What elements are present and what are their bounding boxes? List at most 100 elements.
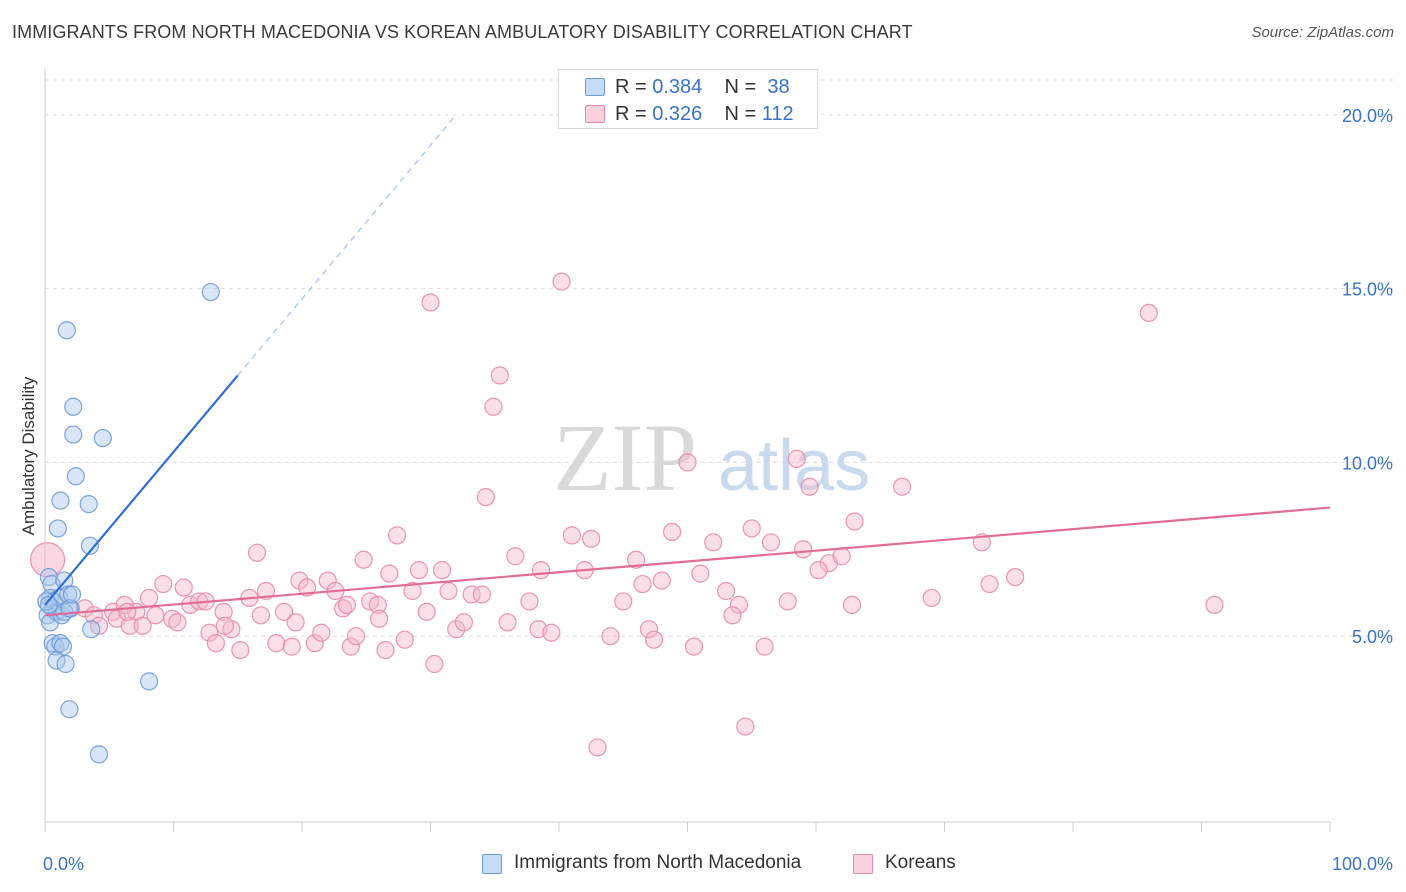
- tick-labels: 5.0% 10.0% 15.0% 20.0% 0.0% 100.0%: [43, 106, 1393, 874]
- korean-point-9: [133, 616, 152, 635]
- macedonia-trend-extension: [237, 114, 457, 376]
- korean-point-10: [139, 588, 159, 608]
- korean-point-24: [247, 543, 267, 562]
- korean-point-90: [800, 477, 819, 496]
- korean-point-31: [298, 578, 317, 597]
- korean-point-97: [980, 574, 999, 594]
- korean-point-94: [845, 512, 864, 531]
- korean-point-53: [454, 613, 474, 632]
- korean-point-20: [214, 602, 233, 621]
- macedonia-point-27: [51, 491, 70, 510]
- y-tick-label-0: 5.0%: [1352, 627, 1393, 647]
- korean-point-55: [421, 293, 440, 312]
- macedonia-point-35: [89, 745, 109, 764]
- korean-point-26: [256, 581, 276, 601]
- macedonia-point-31: [93, 428, 112, 448]
- y-tick-label-2: 15.0%: [1342, 280, 1393, 300]
- macedonia-point-25: [64, 425, 83, 444]
- macedonia-points: [37, 282, 220, 764]
- macedonia-point-11: [59, 585, 78, 604]
- korean-point-76: [662, 522, 682, 542]
- korean-point-51: [439, 581, 458, 601]
- bottom-swatch-macedonia: [482, 854, 502, 874]
- macedonia-point-37: [39, 595, 58, 615]
- korean-point-22: [231, 640, 250, 660]
- legend-r-label: R =: [615, 103, 647, 125]
- korean-point-41: [368, 595, 387, 615]
- korean-point-95: [892, 477, 912, 496]
- x-tick-label-1: 100.0%: [1332, 854, 1393, 874]
- korean-point-103: [215, 616, 234, 635]
- korean-point-92: [832, 547, 851, 566]
- korean-point-56: [476, 488, 495, 507]
- macedonia-point-21: [62, 585, 82, 604]
- legend-n-value: 38: [767, 76, 790, 98]
- source-credit: Source: ZipAtlas.com: [1251, 24, 1394, 41]
- trend-lines: [44, 114, 1331, 617]
- watermark-zip: ZIP: [553, 404, 697, 511]
- korean-point-82: [729, 595, 749, 615]
- korean-point-75: [652, 571, 671, 590]
- legend-r-value: 0.384: [652, 76, 703, 98]
- korean-point-83: [736, 717, 755, 736]
- legend-n-label: N =: [724, 76, 757, 98]
- legend-r-label: R =: [615, 76, 647, 98]
- korean-point-46: [403, 581, 422, 601]
- macedonia-point-33: [139, 672, 159, 691]
- grid-lines: [45, 79, 1395, 637]
- macedonia-point-32: [201, 282, 220, 302]
- korean-point-98: [1006, 567, 1025, 587]
- korean-point-60: [498, 613, 517, 632]
- korean-point-45: [395, 630, 414, 649]
- macedonia-point-24: [64, 397, 83, 416]
- korean-point-19: [206, 634, 226, 653]
- legend-swatch-macedonia: [585, 78, 605, 96]
- korean-point-105: [370, 609, 389, 628]
- korean-point-25: [251, 606, 270, 625]
- korean-point-74: [644, 630, 664, 649]
- korean-point-15: [174, 578, 193, 597]
- korean-point-70: [588, 738, 607, 757]
- korean-point-65: [542, 623, 561, 642]
- korean-point-39: [354, 550, 373, 569]
- macedonia-point-14: [43, 634, 62, 653]
- korean-point-47: [409, 561, 429, 580]
- axes: [44, 68, 1331, 832]
- korean-point-109: [633, 574, 652, 594]
- macedonia-point-15: [46, 637, 65, 656]
- korean-point-93: [842, 595, 862, 615]
- korean-point-57: [472, 585, 491, 604]
- korean-point-59: [490, 366, 509, 385]
- macedonia-trend-line: [44, 374, 239, 606]
- korean-point-81: [716, 581, 736, 601]
- macedonia-point-23: [57, 321, 76, 340]
- korean-point-107: [809, 561, 828, 580]
- korean-point-48: [417, 602, 436, 621]
- korean-point-12: [154, 574, 173, 594]
- koreans-points: [29, 272, 1224, 757]
- bottom-legend-label-koreans: Koreans: [885, 852, 956, 873]
- watermark: ZIP atlas: [553, 404, 870, 511]
- macedonia-point-28: [48, 519, 67, 538]
- korean-point-110: [723, 606, 742, 625]
- korean-point-28: [274, 602, 294, 621]
- watermark-atlas: atlas: [718, 426, 870, 506]
- korean-point-11: [146, 606, 165, 625]
- korean-point-32: [305, 634, 324, 653]
- korean-point-106: [601, 627, 620, 646]
- korean-point-50: [432, 561, 452, 580]
- korean-point-104: [286, 613, 305, 632]
- korean-point-66: [552, 272, 571, 291]
- korean-point-77: [678, 453, 697, 472]
- macedonia-point-16: [51, 634, 70, 653]
- korean-point-71: [614, 592, 633, 611]
- macedonia-point-22: [82, 620, 101, 639]
- legend-text-koreans: R = 0.326 N = 112: [615, 103, 794, 126]
- korean-point-89: [794, 540, 813, 559]
- bottom-legend-label-macedonia: Immigrants from North Macedonia: [514, 852, 802, 873]
- korean-point-85: [755, 637, 774, 656]
- korean-point-78: [684, 637, 704, 656]
- korean-point-79: [691, 564, 710, 583]
- x-tick-label-0: 0.0%: [43, 854, 84, 874]
